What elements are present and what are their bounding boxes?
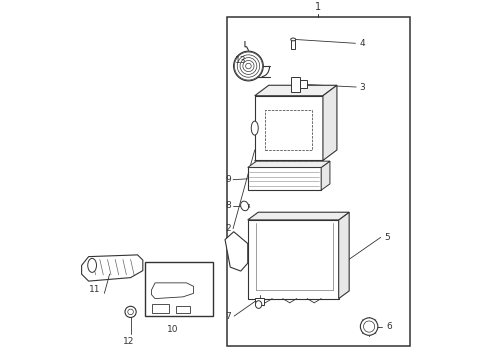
Bar — [247, 220, 338, 298]
Ellipse shape — [251, 121, 257, 135]
Bar — [254, 96, 322, 160]
Text: 12: 12 — [123, 337, 134, 346]
Polygon shape — [247, 212, 348, 220]
Bar — [227, 17, 409, 346]
Bar — [255, 298, 263, 305]
Ellipse shape — [255, 301, 261, 308]
Circle shape — [125, 306, 136, 317]
Ellipse shape — [290, 38, 295, 41]
Bar — [151, 304, 169, 313]
Bar — [144, 262, 212, 316]
Text: 10: 10 — [166, 325, 178, 334]
Ellipse shape — [233, 51, 263, 81]
Circle shape — [360, 318, 377, 335]
Text: 3: 3 — [359, 82, 364, 91]
Bar — [291, 76, 300, 92]
Bar — [300, 80, 306, 88]
Text: 7: 7 — [225, 312, 231, 321]
Polygon shape — [320, 161, 329, 190]
Polygon shape — [81, 255, 142, 281]
Text: 1: 1 — [314, 2, 320, 12]
Bar — [247, 167, 320, 190]
Ellipse shape — [88, 258, 96, 272]
Bar — [176, 306, 190, 313]
Polygon shape — [322, 85, 336, 160]
Text: 13: 13 — [234, 56, 245, 65]
Polygon shape — [151, 283, 193, 298]
Text: 11: 11 — [89, 285, 101, 295]
Text: 2: 2 — [225, 224, 231, 233]
Polygon shape — [254, 85, 336, 96]
Bar — [291, 40, 294, 49]
Ellipse shape — [240, 201, 248, 211]
Text: 6: 6 — [385, 322, 391, 331]
Polygon shape — [225, 232, 247, 271]
Bar — [265, 110, 312, 150]
Text: 8: 8 — [225, 201, 231, 210]
Polygon shape — [247, 161, 329, 167]
Text: 9: 9 — [225, 175, 231, 184]
Text: 4: 4 — [359, 39, 364, 48]
Polygon shape — [338, 212, 348, 298]
Text: 5: 5 — [383, 233, 389, 242]
